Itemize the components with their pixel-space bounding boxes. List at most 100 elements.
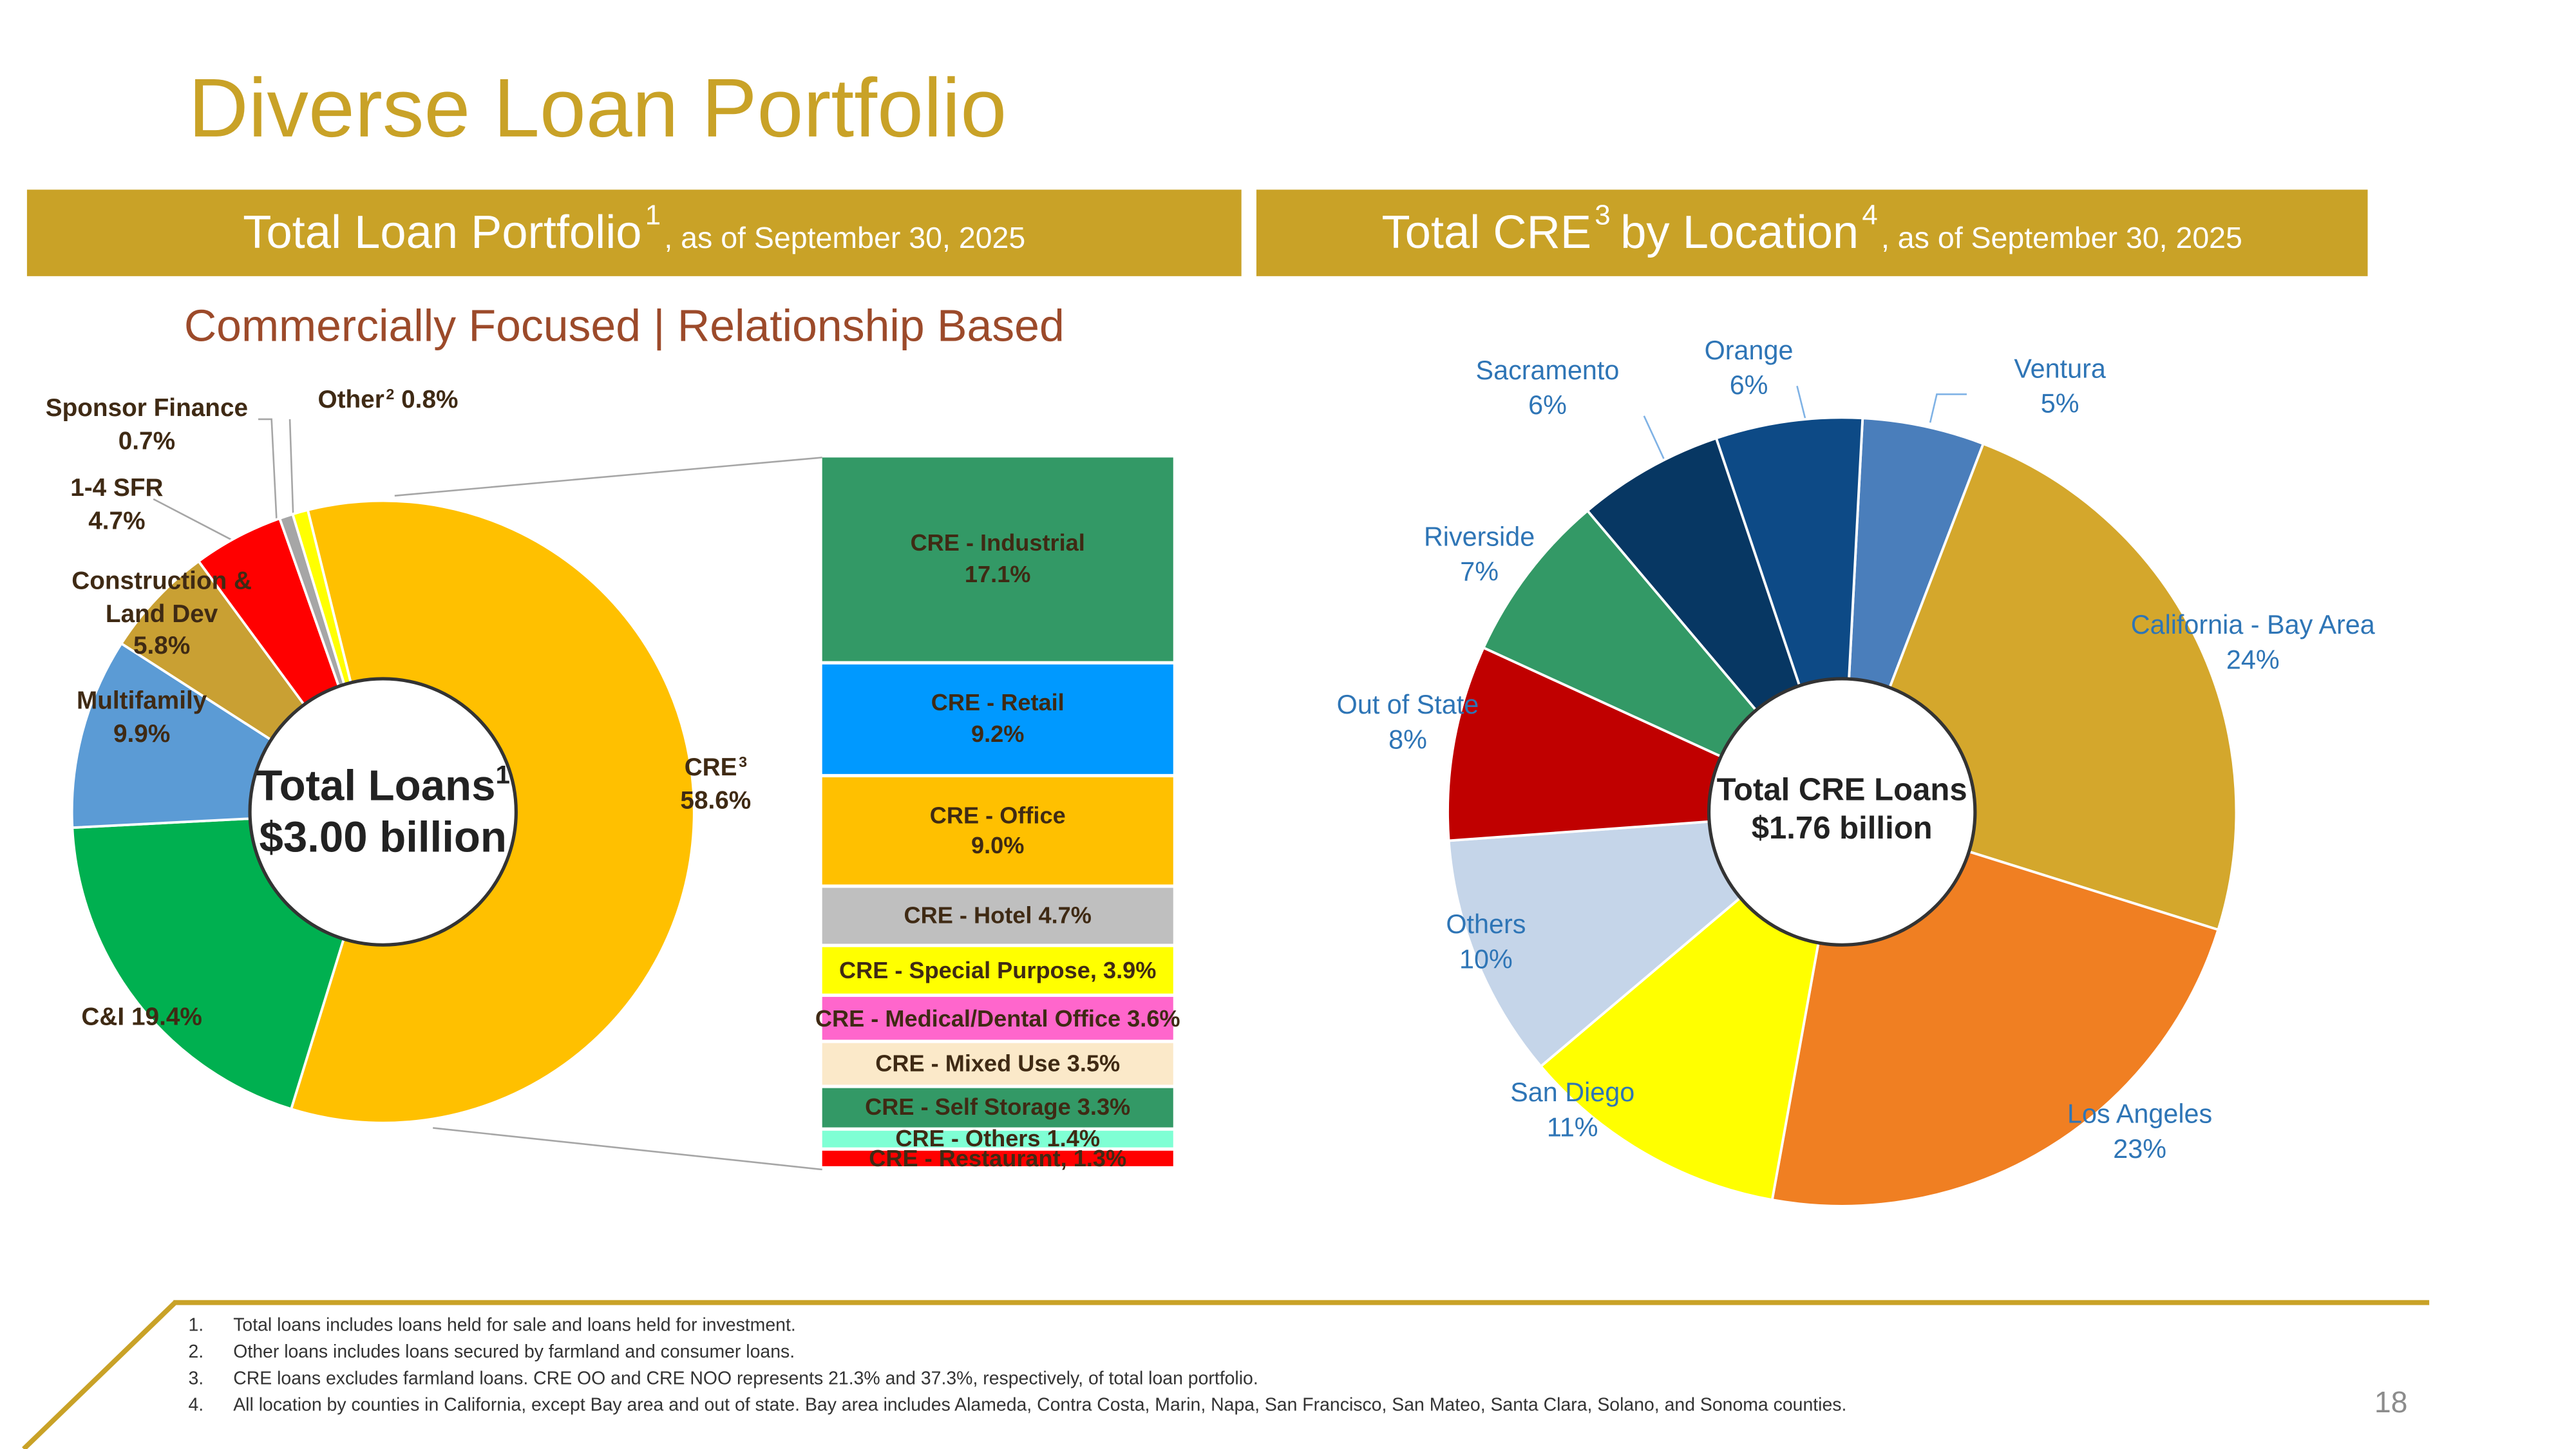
bar-segment — [822, 777, 1173, 885]
slice-label-box: Orange 6% — [1674, 336, 1823, 453]
value-label: 9.0% — [971, 832, 1025, 860]
center-box: Total CRE Loans $1.76 billion — [1709, 679, 1975, 945]
center-title: Total CRE Loans — [1716, 773, 1967, 809]
segment-label: CRE - Others 1.4% — [789, 1122, 1206, 1156]
category-name: CRE - Industrial — [910, 529, 1085, 556]
center: Total CRE Loans$1.76 billion — [1709, 679, 1975, 945]
center: Total Loans1$3.00 billion — [256, 760, 510, 862]
footnote-number: 3. — [188, 1369, 204, 1390]
center-line: Total CRE Loans — [1717, 774, 1967, 812]
bar-segment — [822, 664, 1173, 774]
segment-text: CRE - Self Storage 3.3% — [865, 1092, 1130, 1124]
value-label: 0.7% — [118, 426, 176, 455]
category-name: CRE - Mixed Use — [875, 1050, 1061, 1077]
leader-line — [1796, 385, 1806, 420]
segment-text: CRE - Restaurant, 1.3% — [869, 1142, 1126, 1174]
segment-label: CRE - Special Purpose, 3.9% — [839, 956, 1157, 983]
value-label: 4.7% — [88, 506, 146, 535]
slice-label: San Diego 11% — [1510, 1080, 1634, 1143]
segment-label: CRE - Retail 9.2% — [789, 665, 1206, 774]
bar-segment — [822, 887, 1173, 944]
segment-label: CRE - Others 1.4% — [789, 1122, 1206, 1156]
donut-hole — [248, 677, 518, 947]
slice-label: Multifamily 9.9% — [50, 685, 233, 750]
segment-label: CRE - Industrial 17.1% — [911, 528, 1085, 591]
segment-label: CRE - Restaurant, 1.3% — [789, 1142, 1206, 1175]
slice-label: Orange 6% — [1674, 336, 1823, 405]
slice-label-box: California - Bay Area 24% — [2087, 611, 2420, 727]
header-text: by Location — [1620, 206, 1859, 258]
segment-label-box: CRE - Mixed Use 3.5% — [789, 1043, 1206, 1085]
slice-label: California - Bay Area 24% — [2087, 611, 2420, 727]
value-label: 17.1% — [964, 561, 1031, 588]
value-label: 3.6% — [1127, 1004, 1180, 1031]
header-text: Total Loan Portfolio — [243, 206, 642, 258]
segment-label: CRE - Mixed Use 3.5% — [789, 1043, 1206, 1085]
slice-label: Other 2 0.8% — [317, 385, 459, 415]
slice-label-box: Los Angeles 23% — [2032, 1100, 2248, 1217]
slice-label: Construction & Land Dev 5.8% — [62, 565, 261, 682]
header-box: Total Loan Portfolio 1, as of September 3… — [27, 189, 1242, 276]
category-name: 1-4 SFR — [70, 474, 164, 503]
segment-label-box: CRE - Restaurant, 1.3% — [789, 1142, 1206, 1175]
slice-label-box: 1-4 SFR 4.7% — [50, 473, 184, 589]
slice-label: Sponsor Finance 0.7% — [30, 393, 263, 458]
leader-line — [258, 418, 278, 520]
segment-label: CRE - Office 9.0% — [789, 777, 1206, 884]
center-value: $1.76 billion — [1751, 811, 1933, 847]
leader-line — [153, 498, 234, 542]
slice-label-box: Multifamily 9.9% — [50, 685, 233, 802]
category-name: Los Angeles — [2067, 1101, 2213, 1130]
value-label: 9.9% — [113, 719, 171, 748]
header-bar — [1256, 189, 2368, 276]
value-label: 6% — [1528, 392, 1567, 421]
page-number: 18 — [2374, 1385, 2408, 1419]
segment-text: CRE - Others 1.4% — [895, 1123, 1100, 1155]
value-label: 23% — [2113, 1135, 2166, 1164]
segment-label: CRE - Retail 9.2% — [789, 665, 1206, 774]
slice-label-box: Ventura 5% — [1985, 354, 2134, 471]
segment-label: CRE - Medical/Dental Office 3.6% — [789, 997, 1206, 1040]
slice-label-box: Construction & Land Dev 5.8% — [62, 565, 261, 682]
center-line: Total Loans1 — [256, 760, 510, 812]
bar-segment — [822, 1150, 1173, 1166]
slice-label-box: Sacramento 6% — [1448, 356, 1647, 473]
value-label: 3.9% — [1103, 956, 1157, 983]
segment-label-box: CRE - Office 9.0% — [789, 777, 1206, 884]
category-name: Riverside — [1423, 524, 1535, 553]
value-label: 9.2% — [971, 721, 1025, 748]
slice-label: Multifamily 9.9% — [50, 685, 233, 802]
slice-label-box: Riverside 7% — [1388, 522, 1571, 639]
slice-label: C&I 19.4% — [33, 1001, 250, 1034]
value-label: 3.5% — [1066, 1050, 1121, 1077]
slice-label: California - Bay Area 24% — [2087, 611, 2420, 679]
segment-text: CRE - Mixed Use 3.5% — [875, 1048, 1120, 1080]
category-name: Sacramento — [1475, 357, 1620, 386]
header-text: Total Loan Portfolio 1, as of September 3… — [27, 189, 1242, 276]
slice-label-box: Sponsor Finance 0.7% — [30, 393, 263, 509]
value-label: 4.7% — [1038, 902, 1092, 929]
segment-label-box: CRE - Retail 9.2% — [789, 665, 1206, 774]
category-name: Multifamily — [76, 687, 207, 715]
value-label: 58.6% — [680, 786, 752, 815]
segment-label-box: CRE - Medical/Dental Office 3.6% — [789, 997, 1206, 1040]
header: Total CRE 3 by Location 4, as of September … — [1381, 199, 2242, 258]
value-label: 0.8% — [401, 386, 459, 415]
category-name: CRE - Retail — [931, 689, 1065, 716]
category-name: Construction & Land Dev — [71, 567, 252, 629]
header-text: Total CRE — [1381, 206, 1592, 258]
subtitle: Commercially Focused | Relationship Base… — [184, 301, 1065, 351]
segment-label-box: CRE - Hotel 4.7% — [789, 888, 1206, 944]
category-name: CRE - Self Storage — [865, 1094, 1071, 1121]
category-name: CRE - Office — [929, 800, 1066, 828]
category-name: CRE - Hotel — [904, 902, 1032, 929]
footnote: 4. All location by counties in California… — [188, 1392, 2284, 1419]
bar-segment — [822, 457, 1173, 661]
segment-text: CRE - Industrial 17.1% — [911, 528, 1085, 591]
center-title: Total Loans — [256, 760, 496, 810]
slice-label: Los Angeles 23% — [2032, 1100, 2248, 1217]
header-sup: 3 — [1595, 199, 1611, 232]
header-sup: 1 — [645, 199, 661, 232]
value-label: 11% — [1546, 1114, 1598, 1143]
